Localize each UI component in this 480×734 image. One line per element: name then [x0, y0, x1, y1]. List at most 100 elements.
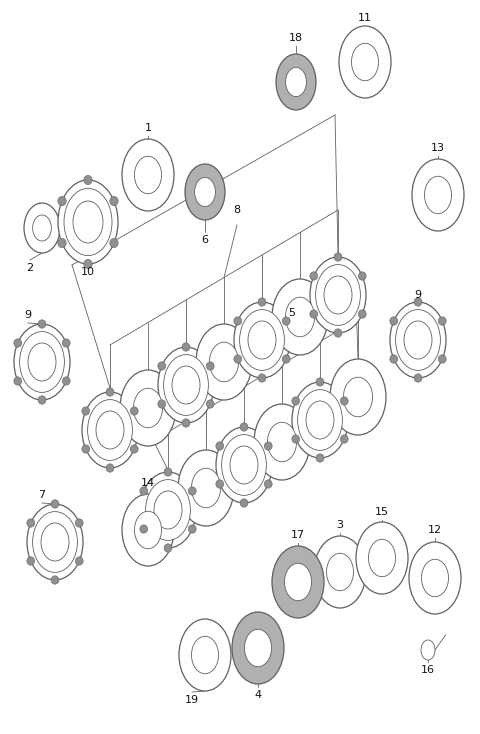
Ellipse shape: [14, 324, 70, 400]
Ellipse shape: [390, 302, 446, 378]
Ellipse shape: [164, 355, 208, 415]
Ellipse shape: [369, 539, 396, 577]
Ellipse shape: [28, 343, 56, 381]
Ellipse shape: [154, 491, 182, 529]
Text: 16: 16: [421, 665, 435, 675]
Ellipse shape: [424, 176, 452, 214]
Ellipse shape: [179, 619, 231, 691]
Ellipse shape: [73, 201, 103, 243]
Ellipse shape: [334, 252, 342, 261]
Ellipse shape: [285, 563, 312, 600]
Ellipse shape: [38, 320, 46, 328]
Ellipse shape: [244, 629, 272, 666]
Ellipse shape: [51, 575, 59, 584]
Ellipse shape: [110, 239, 118, 247]
Text: 6: 6: [202, 235, 208, 245]
Ellipse shape: [122, 494, 174, 566]
Ellipse shape: [334, 329, 342, 337]
Ellipse shape: [324, 276, 352, 314]
Ellipse shape: [234, 355, 241, 363]
Text: 4: 4: [254, 690, 262, 700]
Ellipse shape: [414, 374, 422, 382]
Ellipse shape: [421, 559, 448, 597]
Ellipse shape: [172, 366, 200, 404]
Ellipse shape: [396, 310, 441, 371]
Ellipse shape: [356, 522, 408, 594]
Ellipse shape: [282, 355, 290, 363]
Ellipse shape: [359, 310, 366, 318]
Ellipse shape: [240, 310, 284, 371]
Ellipse shape: [272, 279, 328, 355]
Ellipse shape: [306, 401, 334, 439]
Ellipse shape: [33, 215, 51, 241]
Ellipse shape: [240, 499, 248, 507]
Text: 9: 9: [414, 290, 421, 300]
Text: 11: 11: [358, 13, 372, 23]
Ellipse shape: [282, 317, 290, 325]
Text: 8: 8: [233, 205, 240, 215]
Ellipse shape: [216, 480, 224, 488]
Ellipse shape: [339, 26, 391, 98]
Ellipse shape: [438, 317, 446, 325]
Ellipse shape: [216, 442, 224, 450]
Ellipse shape: [82, 392, 138, 468]
Ellipse shape: [106, 388, 114, 396]
Ellipse shape: [134, 512, 161, 549]
Ellipse shape: [194, 178, 216, 206]
Ellipse shape: [230, 446, 258, 484]
Ellipse shape: [182, 419, 190, 427]
Ellipse shape: [192, 636, 218, 674]
Ellipse shape: [232, 612, 284, 684]
Ellipse shape: [58, 239, 66, 247]
Ellipse shape: [264, 442, 272, 450]
Ellipse shape: [120, 370, 176, 446]
Ellipse shape: [206, 400, 214, 408]
Text: 1: 1: [144, 123, 152, 133]
Ellipse shape: [316, 264, 360, 325]
Ellipse shape: [14, 377, 22, 385]
Ellipse shape: [140, 472, 196, 548]
Ellipse shape: [286, 297, 314, 337]
Ellipse shape: [414, 298, 422, 306]
Ellipse shape: [310, 310, 318, 318]
Ellipse shape: [122, 139, 174, 211]
Ellipse shape: [206, 362, 214, 370]
Ellipse shape: [292, 397, 300, 405]
Ellipse shape: [267, 422, 297, 462]
Ellipse shape: [75, 557, 83, 565]
Text: 2: 2: [26, 263, 34, 273]
Ellipse shape: [27, 519, 35, 527]
Text: 7: 7: [38, 490, 46, 500]
Ellipse shape: [51, 500, 59, 508]
Ellipse shape: [234, 302, 290, 378]
Ellipse shape: [131, 445, 138, 453]
Ellipse shape: [164, 468, 172, 476]
Ellipse shape: [314, 536, 366, 608]
Ellipse shape: [58, 197, 66, 206]
Ellipse shape: [409, 542, 461, 614]
Ellipse shape: [27, 504, 83, 580]
Ellipse shape: [62, 377, 70, 385]
Ellipse shape: [38, 396, 46, 404]
Text: 17: 17: [291, 530, 305, 540]
Ellipse shape: [84, 175, 92, 185]
Ellipse shape: [64, 189, 112, 255]
Ellipse shape: [33, 512, 77, 573]
Ellipse shape: [158, 347, 214, 423]
Ellipse shape: [330, 359, 386, 435]
Ellipse shape: [178, 450, 234, 526]
Ellipse shape: [140, 525, 148, 533]
Text: 14: 14: [141, 478, 155, 488]
Ellipse shape: [14, 339, 22, 347]
Ellipse shape: [258, 298, 266, 306]
Ellipse shape: [20, 332, 64, 393]
Ellipse shape: [185, 164, 225, 220]
Ellipse shape: [316, 378, 324, 386]
Ellipse shape: [254, 404, 310, 480]
Ellipse shape: [316, 454, 324, 462]
Ellipse shape: [412, 159, 464, 231]
Ellipse shape: [41, 523, 69, 561]
Ellipse shape: [292, 435, 300, 443]
Ellipse shape: [158, 400, 166, 408]
Text: 10: 10: [81, 267, 95, 277]
